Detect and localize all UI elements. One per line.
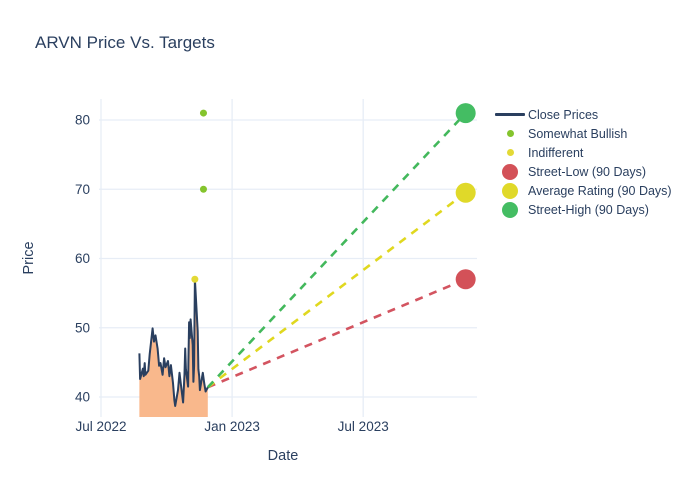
legend-dot-swatch-icon <box>492 130 528 137</box>
legend: Close Prices Somewhat Bullish Indifferent S… <box>492 105 672 219</box>
legend-item-close-prices[interactable]: Close Prices <box>492 105 672 124</box>
y-tick-label-80: 80 <box>75 113 90 128</box>
close-prices-area-fill <box>139 279 208 417</box>
y-axis-title: Price <box>21 241 37 274</box>
y-tick-label-50: 50 <box>75 320 90 335</box>
legend-item-label: Somewhat Bullish <box>528 126 628 141</box>
street-low-90-days-marker-0[interactable] <box>455 269 476 290</box>
x-axis-title: Date <box>268 448 299 464</box>
x-tick-label-jul-2022: Jul 2022 <box>75 419 126 434</box>
y-tick-label-60: 60 <box>75 251 90 266</box>
legend-item-label: Street-Low (90 Days) <box>528 164 647 179</box>
legend-item-label: Street-High (90 Days) <box>528 202 649 217</box>
indifferent-marker-0[interactable] <box>191 275 199 283</box>
legend-item-somewhat-bullish[interactable]: Somewhat Bullish <box>492 124 672 143</box>
x-tick-label-jan-2023: Jan 2023 <box>204 419 260 434</box>
projection-line-street-low <box>207 278 467 389</box>
somewhat-bullish-marker-0[interactable] <box>199 109 207 117</box>
y-tick-label-70: 70 <box>75 182 90 197</box>
legend-item-street-high-90-days[interactable]: Street-High (90 Days) <box>492 200 672 219</box>
legend-dot-swatch-icon <box>492 201 528 218</box>
street-high-90-days-marker-0[interactable] <box>455 103 476 124</box>
legend-line-swatch-icon <box>492 113 528 116</box>
average-rating-90-days-marker-0[interactable] <box>455 182 476 203</box>
legend-dot-swatch-icon <box>492 163 528 180</box>
y-tick-label-40: 40 <box>75 390 90 405</box>
legend-item-label: Indifferent <box>528 145 584 160</box>
legend-item-label: Close Prices <box>528 107 599 122</box>
legend-item-label: Average Rating (90 Days) <box>528 183 672 198</box>
legend-item-indifferent[interactable]: Indifferent <box>492 143 672 162</box>
projection-line-street-high <box>206 112 467 389</box>
legend-item-street-low-90-days[interactable]: Street-Low (90 Days) <box>492 162 672 181</box>
x-tick-label-jul-2023: Jul 2023 <box>338 419 389 434</box>
legend-dot-swatch-icon <box>492 182 528 199</box>
legend-item-average-rating-90-days[interactable]: Average Rating (90 Days) <box>492 181 672 200</box>
projection-line-average <box>206 191 467 389</box>
close-prices-line[interactable] <box>138 278 209 407</box>
legend-dot-swatch-icon <box>492 149 528 156</box>
somewhat-bullish-marker-1[interactable] <box>199 185 207 193</box>
chart-title: ARVN Price Vs. Targets <box>35 33 215 52</box>
